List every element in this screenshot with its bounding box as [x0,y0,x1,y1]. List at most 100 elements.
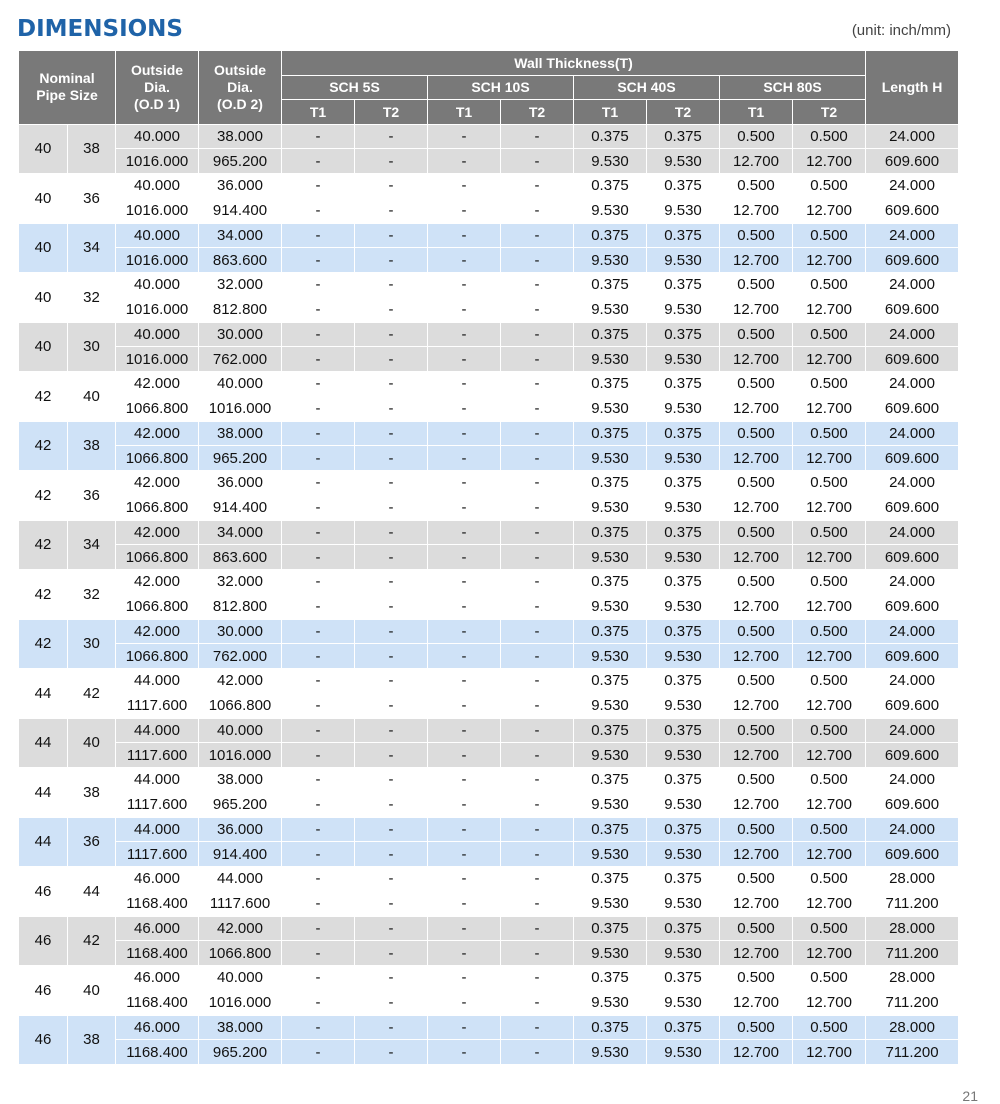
table-cell: - [281,346,355,372]
nominal-cell: 32 [67,569,116,620]
table-cell: 0.500 [791,767,867,793]
table-row: 1016.000 965.200- - - -9.530 9.530 12.700 12.70… [19,148,960,174]
table-cell: 42.000 [115,519,199,546]
table-row: 1117.600 1066.800- - - -9.530 9.530 12.700 12.7… [19,692,960,719]
table-cell: 1016.000 [198,989,282,1016]
header-row: Nominal Pipe Size Outside Dia. (O.D 1) Outsid… [18,50,960,125]
table-head: Nominal Pipe Size Outside Dia. (O.D 1) Outsid… [18,50,960,125]
unit-note: (unit: inch/mm) [851,22,951,39]
table-cell: - [354,296,428,323]
header-cell: Nominal Pipe Size [18,50,116,125]
header-cell: SCH 10S [427,74,574,100]
table-cell: 0.375 [646,371,720,397]
table-cell: - [281,272,355,298]
table-row: 42 30 42.000 30.000- - - -0.375 0.375 0.500 0.500… [18,618,960,669]
table-cell: - [500,890,574,917]
table-cell: - [281,445,355,471]
table-cell: 0.500 [719,816,793,843]
table-cell: 9.530 [573,890,647,917]
table-cell: 12.700 [719,593,793,620]
table-cell: - [500,321,574,348]
table-cell: 0.500 [791,371,867,397]
table-cell: 24.000 [865,321,960,348]
table-cell: 0.500 [719,371,793,397]
table-cell: 1117.600 [115,692,199,719]
table-cell: 0.500 [791,1014,867,1041]
table-cell: 1066.800 [198,940,282,966]
nominal-cell: 34 [67,222,116,273]
table-cell: 24.000 [865,717,960,744]
header-cell: Length H [865,50,960,125]
table-cell: - [281,742,355,768]
nominal-cell: 36 [67,470,116,521]
table-cell: 46.000 [115,915,199,942]
table-cell: - [427,965,501,991]
table-cell: 12.700 [719,197,793,224]
table-cell: 24.000 [865,668,960,694]
table-cell: 28.000 [865,915,960,942]
table-cell: 0.375 [573,767,647,793]
table-cell: 1016.000 [115,197,199,224]
table-cell: - [500,296,574,323]
table-cell: - [500,272,574,298]
table-cell: 609.600 [865,841,960,867]
table-cell: - [427,569,501,595]
table-cell: 44.000 [115,668,199,694]
table-cell: 12.700 [791,494,867,521]
table-cell: 12.700 [719,247,793,273]
table-cell: 9.530 [573,494,647,521]
table-cell: 0.500 [719,519,793,546]
nominal-cell: 46 [18,915,68,966]
table-cell: - [354,965,428,991]
table-cell: 32.000 [198,272,282,298]
table-cell: 24.000 [865,222,960,249]
table-cell: - [281,1014,355,1041]
table-row: 46 38 46.000 38.000- - - -0.375 0.375 0.500 0.500… [18,1014,960,1065]
table-cell: - [500,470,574,496]
table-cell: 965.200 [198,791,282,818]
table-cell: - [427,371,501,397]
header-cell: T2 [500,99,574,125]
table-cell: 0.375 [646,767,720,793]
table-cell: 863.600 [198,247,282,273]
table-cell: 24.000 [865,470,960,496]
table-cell: 0.375 [646,222,720,249]
table-cell: 0.375 [646,915,720,942]
table-cell: - [281,247,355,273]
table-cell: 0.500 [719,470,793,496]
header-line: Dia. [227,78,253,95]
table-cell: - [427,816,501,843]
table-cell: 1168.400 [115,1039,199,1065]
table-cell: 12.700 [791,940,867,966]
table-cell: 44.000 [115,816,199,843]
table-cell: - [354,593,428,620]
table-cell: 0.375 [646,965,720,991]
table-cell: - [427,321,501,348]
table-cell: - [500,1039,574,1065]
nominal-cell: 40 [67,371,116,422]
table-cell: 44.000 [115,767,199,793]
table-row: 46 42 46.000 42.000- - - -0.375 0.375 0.500 0.500… [18,915,960,966]
table-cell: 44.000 [198,866,282,892]
table-cell: 0.500 [719,222,793,249]
table-row: 1117.600 914.400- - - -9.530 9.530 12.700 12.70… [19,841,960,867]
table-cell: 0.500 [791,173,867,199]
table-cell: 9.530 [646,890,720,917]
table-cell: 0.375 [573,569,647,595]
table-cell: - [354,173,428,199]
table-cell: 9.530 [646,445,720,471]
table-cell: 609.600 [865,593,960,620]
table-cell: 9.530 [573,296,647,323]
table-cell: - [354,890,428,917]
table-cell: 9.530 [646,989,720,1016]
table-cell: 0.500 [791,816,867,843]
table-cell: - [281,940,355,966]
table-row: 44 40 44.000 40.000- - - -0.375 0.375 0.500 0.500… [18,717,960,768]
table-cell: 609.600 [865,742,960,768]
table-cell: 1066.800 [115,445,199,471]
header-cell: Outside Dia. (O.D 1) [115,50,199,125]
table-cell: 1016.000 [115,148,199,174]
table-cell: 12.700 [791,841,867,867]
table-cell: 38.000 [198,767,282,793]
header-cell: T1 [427,99,501,125]
